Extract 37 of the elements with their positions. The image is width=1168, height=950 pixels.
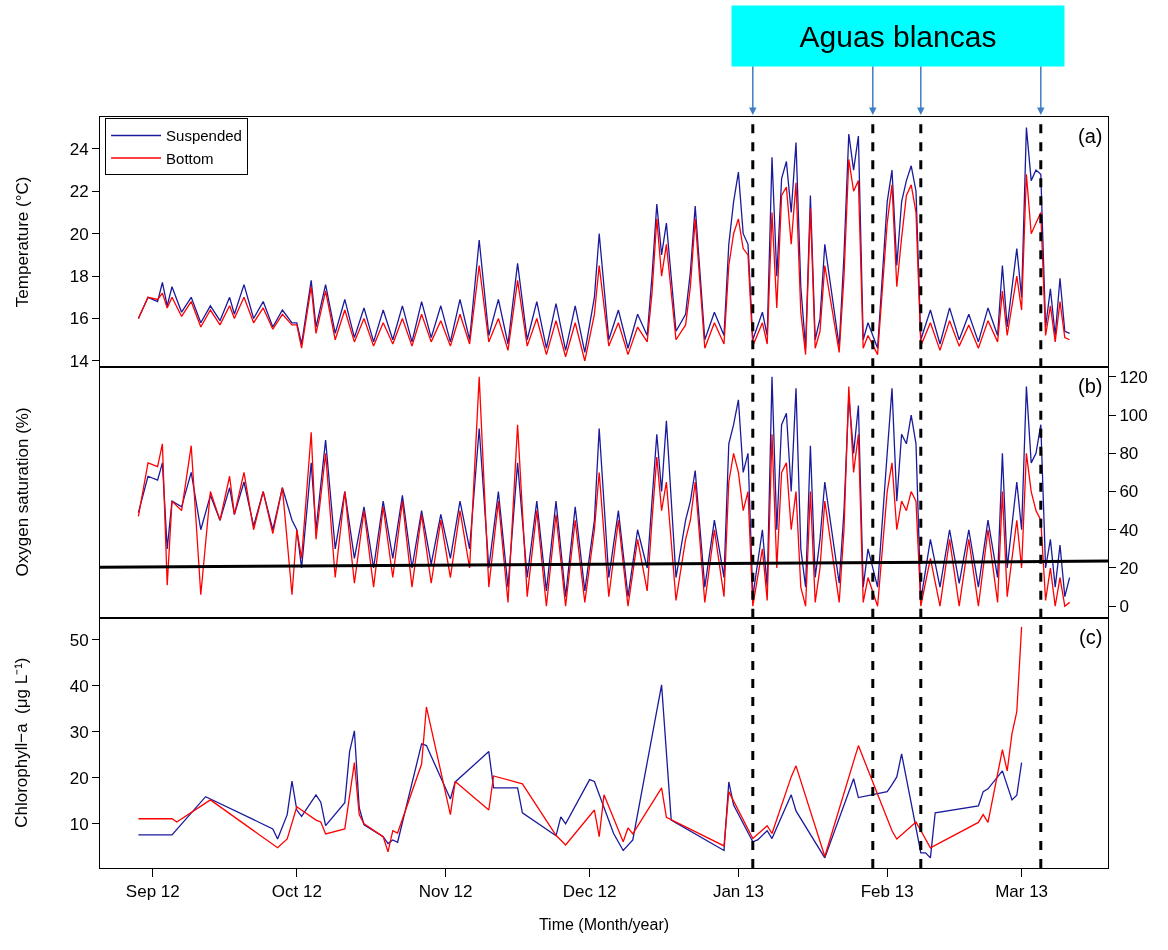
chart-title: (b) [1078, 375, 1103, 397]
y-tick-label: 16 [69, 309, 89, 329]
legend-label: Suspended [166, 127, 242, 145]
text: Aguas blancas [799, 19, 997, 53]
y-tick-label: 50 [69, 630, 89, 650]
y-tick-label: 20 [69, 768, 89, 788]
y-axis-title: Oxygen saturation (%) [12, 407, 32, 577]
line-series [137, 684, 1023, 859]
y2-tick-label: 0 [1119, 597, 1129, 617]
y2-tick-label: 120 [1119, 367, 1148, 387]
chart-title: (c) [1079, 626, 1103, 648]
y2-tick-label: 60 [1119, 482, 1139, 502]
x-axis-title: Time (Month/year) [538, 916, 670, 934]
y2-tick-label: 20 [1119, 558, 1139, 578]
y-tick-label: 20 [69, 224, 89, 244]
x-tick-label: Nov 12 [418, 882, 473, 902]
x-tick-label: Dec 12 [562, 882, 617, 902]
y-tick-label: 24 [69, 139, 89, 159]
y-axis-title: Temperature (°C) [12, 176, 32, 308]
chart-title: (a) [1078, 125, 1103, 147]
x-tick-label: Mar 13 [995, 882, 1049, 902]
y2-tick-label: 100 [1119, 406, 1148, 426]
y-tick-label: 18 [69, 267, 89, 287]
y-tick-label: 30 [69, 722, 89, 742]
x-tick-label: Oct 12 [271, 882, 322, 902]
x-tick-label: Jan 13 [712, 882, 764, 902]
line-series [137, 626, 1023, 858]
y-tick-label: 10 [69, 814, 89, 834]
y2-tick-label: 80 [1119, 444, 1139, 464]
y2-tick-label: 40 [1119, 520, 1139, 540]
y-tick-label: 14 [69, 351, 89, 371]
y-axis-title: Chlorophyll−a (μg L⁻¹) [12, 657, 32, 828]
x-tick-label: Sep 12 [125, 882, 180, 902]
y-tick-label: 22 [69, 182, 89, 202]
y-tick-label: 40 [69, 676, 89, 696]
x-tick-label: Feb 13 [860, 882, 914, 902]
legend-label: Bottom [166, 149, 214, 167]
